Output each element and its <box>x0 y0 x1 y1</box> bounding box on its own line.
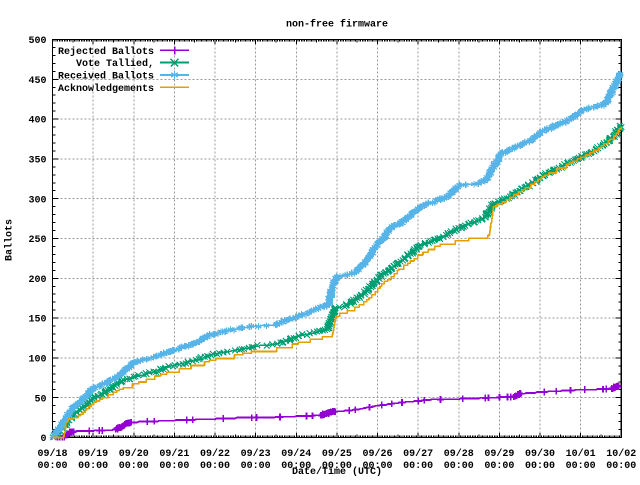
svg-text:00:00: 00:00 <box>363 461 393 472</box>
svg-text:09/27: 09/27 <box>403 448 433 460</box>
svg-text:09/29: 09/29 <box>484 448 514 460</box>
svg-text:00:00: 00:00 <box>566 461 596 472</box>
svg-text:00:00: 00:00 <box>78 461 108 472</box>
svg-text:00:00: 00:00 <box>444 461 474 472</box>
svg-text:Acknowledgements: Acknowledgements <box>58 83 154 95</box>
svg-text:250: 250 <box>28 235 46 246</box>
svg-text:Rejected Ballots: Rejected Ballots <box>58 46 154 58</box>
svg-text:10/01: 10/01 <box>566 448 596 460</box>
svg-text:09/21: 09/21 <box>159 448 189 460</box>
svg-text:Ballots: Ballots <box>4 219 16 261</box>
svg-text:09/25: 09/25 <box>322 448 352 460</box>
svg-text:50: 50 <box>34 394 46 405</box>
svg-text:09/20: 09/20 <box>119 448 149 460</box>
svg-text:09/26: 09/26 <box>363 448 393 460</box>
svg-text:150: 150 <box>28 315 46 326</box>
svg-text:09/22: 09/22 <box>200 448 230 460</box>
svg-text:100: 100 <box>28 355 46 366</box>
svg-text:200: 200 <box>28 275 46 286</box>
svg-text:non-free firmware: non-free firmware <box>286 19 388 31</box>
svg-text:00:00: 00:00 <box>525 461 555 472</box>
svg-text:09/28: 09/28 <box>444 448 474 460</box>
svg-text:10/02: 10/02 <box>606 448 636 460</box>
svg-text:00:00: 00:00 <box>119 461 149 472</box>
svg-text:0: 0 <box>40 434 46 445</box>
svg-text:Date/Time (UTC): Date/Time (UTC) <box>292 466 382 478</box>
svg-text:450: 450 <box>28 76 46 87</box>
svg-text:09/23: 09/23 <box>241 448 271 460</box>
svg-text:00:00: 00:00 <box>159 461 189 472</box>
svg-text:09/18: 09/18 <box>37 448 67 460</box>
svg-text:00:00: 00:00 <box>200 461 230 472</box>
svg-text:Received Ballots: Received Ballots <box>58 71 154 83</box>
svg-text:400: 400 <box>28 116 46 127</box>
svg-text:00:00: 00:00 <box>606 461 636 472</box>
svg-text:09/24: 09/24 <box>281 448 311 460</box>
svg-text:00:00: 00:00 <box>322 461 352 472</box>
svg-text:09/30: 09/30 <box>525 448 555 460</box>
svg-text:00:00: 00:00 <box>37 461 67 472</box>
svg-text:Vote Tallied,: Vote Tallied, <box>76 58 154 70</box>
svg-text:300: 300 <box>28 195 46 206</box>
svg-text:00:00: 00:00 <box>403 461 433 472</box>
svg-text:500: 500 <box>28 36 46 47</box>
svg-text:09/19: 09/19 <box>78 448 108 460</box>
svg-text:00:00: 00:00 <box>484 461 514 472</box>
svg-text:350: 350 <box>28 156 46 167</box>
svg-text:00:00: 00:00 <box>241 461 271 472</box>
svg-text:00:00: 00:00 <box>281 461 311 472</box>
